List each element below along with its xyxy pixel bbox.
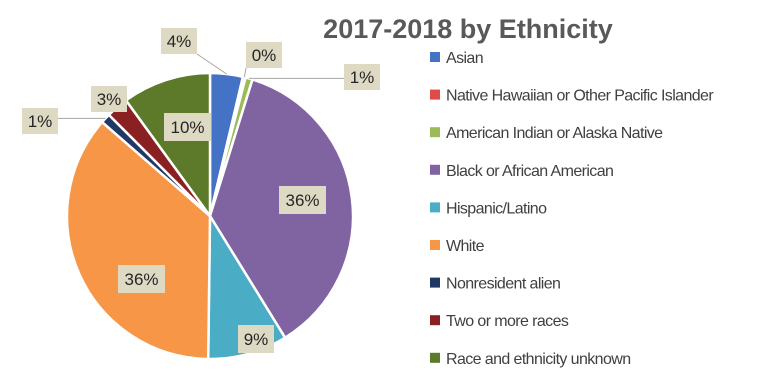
data-label-box-american-indian-or-alaska-native [344,64,380,90]
data-label-box-native-hawaiian-or-other-pacific-islander [246,42,282,68]
slice-race-and-ethnicity-unknown [124,71,212,218]
legend-swatch-race-and-ethnicity-unknown [430,352,440,363]
data-label-box-race-and-ethnicity-unknown [164,113,211,141]
data-label-two-or-more-races: 3% [97,90,122,109]
legend-swatch-hispanic-latino [430,202,440,213]
data-label-asian: 4% [167,32,192,51]
data-label-hispanic-latino: 9% [244,330,269,349]
legend-label-race-and-ethnicity-unknown: Race and ethnicity unknown [446,351,631,368]
data-label-box-black-or-african-american [279,186,326,214]
slice-white [65,120,212,361]
legend-label-american-indian-or-alaska-native: American Indian or Alaska Native [446,125,663,142]
slice-hispanic-latino [206,214,287,361]
legend-swatch-nonresident-alien [430,277,440,288]
chart-title: 2017-2018 by Ethnicity [323,14,613,44]
leader-line-native-hawaiian-or-other-pacific-islander [243,67,247,78]
data-label-box-asian [161,28,197,54]
leader-line-asian [196,53,227,75]
legend-label-black-or-african-american: Black or African American [446,163,613,180]
legend-label-asian: Asian [446,50,483,67]
legend-swatch-two-or-more-races [430,315,440,326]
legend-label-two-or-more-races: Two or more races [446,313,569,330]
legend-swatch-black-or-african-american [430,164,440,175]
legend-label-native-hawaiian-or-other-pacific-islander: Native Hawaiian or Other Pacific Islande… [446,88,714,105]
data-label-american-indian-or-alaska-native: 1% [350,68,375,87]
legend-label-nonresident-alien: Nonresident alien [446,276,560,293]
legend-swatch-native-hawaiian-or-other-pacific-islander [430,89,440,100]
data-label-box-nonresident-alien [22,108,58,134]
data-label-native-hawaiian-or-other-pacific-islander: 0% [252,46,277,65]
legend-label-white: White [446,238,485,255]
data-label-nonresident-alien: 1% [28,112,53,131]
data-label-black-or-african-american: 36% [285,191,319,210]
data-label-box-white [118,265,165,293]
data-label-box-hispanic-latino [238,325,274,353]
legend-label-hispanic-latino: Hispanic/Latino [446,200,547,217]
data-label-race-and-ethnicity-unknown: 10% [170,118,204,137]
data-label-white: 36% [124,270,158,289]
legend-swatch-white [430,240,440,250]
legend-swatch-asian [430,52,440,62]
data-label-box-two-or-more-races [91,86,127,112]
legend-swatch-american-indian-or-alaska-native [430,127,440,138]
